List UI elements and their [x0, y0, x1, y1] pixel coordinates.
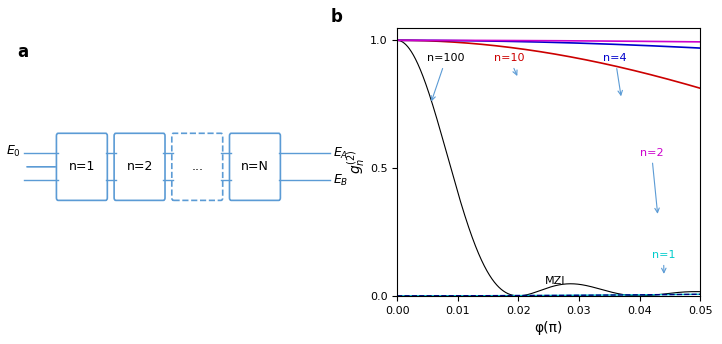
Y-axis label: $g_n^{(2)}$: $g_n^{(2)}$	[345, 150, 367, 174]
Text: n=10: n=10	[494, 53, 525, 75]
Text: n=N: n=N	[241, 160, 269, 173]
Text: n=2: n=2	[126, 160, 153, 173]
Text: n=100: n=100	[427, 53, 465, 100]
Text: $E_B$: $E_B$	[333, 173, 348, 188]
X-axis label: φ(π): φ(π)	[534, 321, 563, 335]
FancyBboxPatch shape	[56, 133, 108, 200]
FancyBboxPatch shape	[172, 133, 222, 200]
Text: n=2: n=2	[640, 148, 664, 213]
Text: a: a	[17, 43, 29, 61]
Text: MZI: MZI	[544, 276, 565, 286]
FancyBboxPatch shape	[114, 133, 165, 200]
Text: b: b	[331, 8, 342, 26]
Text: $E_A$: $E_A$	[333, 146, 348, 161]
Text: $E_0$: $E_0$	[6, 144, 21, 159]
Text: ...: ...	[191, 160, 204, 173]
Text: n=1: n=1	[652, 250, 675, 273]
FancyBboxPatch shape	[230, 133, 280, 200]
Text: n=1: n=1	[69, 160, 95, 173]
Text: n=4: n=4	[604, 53, 627, 95]
